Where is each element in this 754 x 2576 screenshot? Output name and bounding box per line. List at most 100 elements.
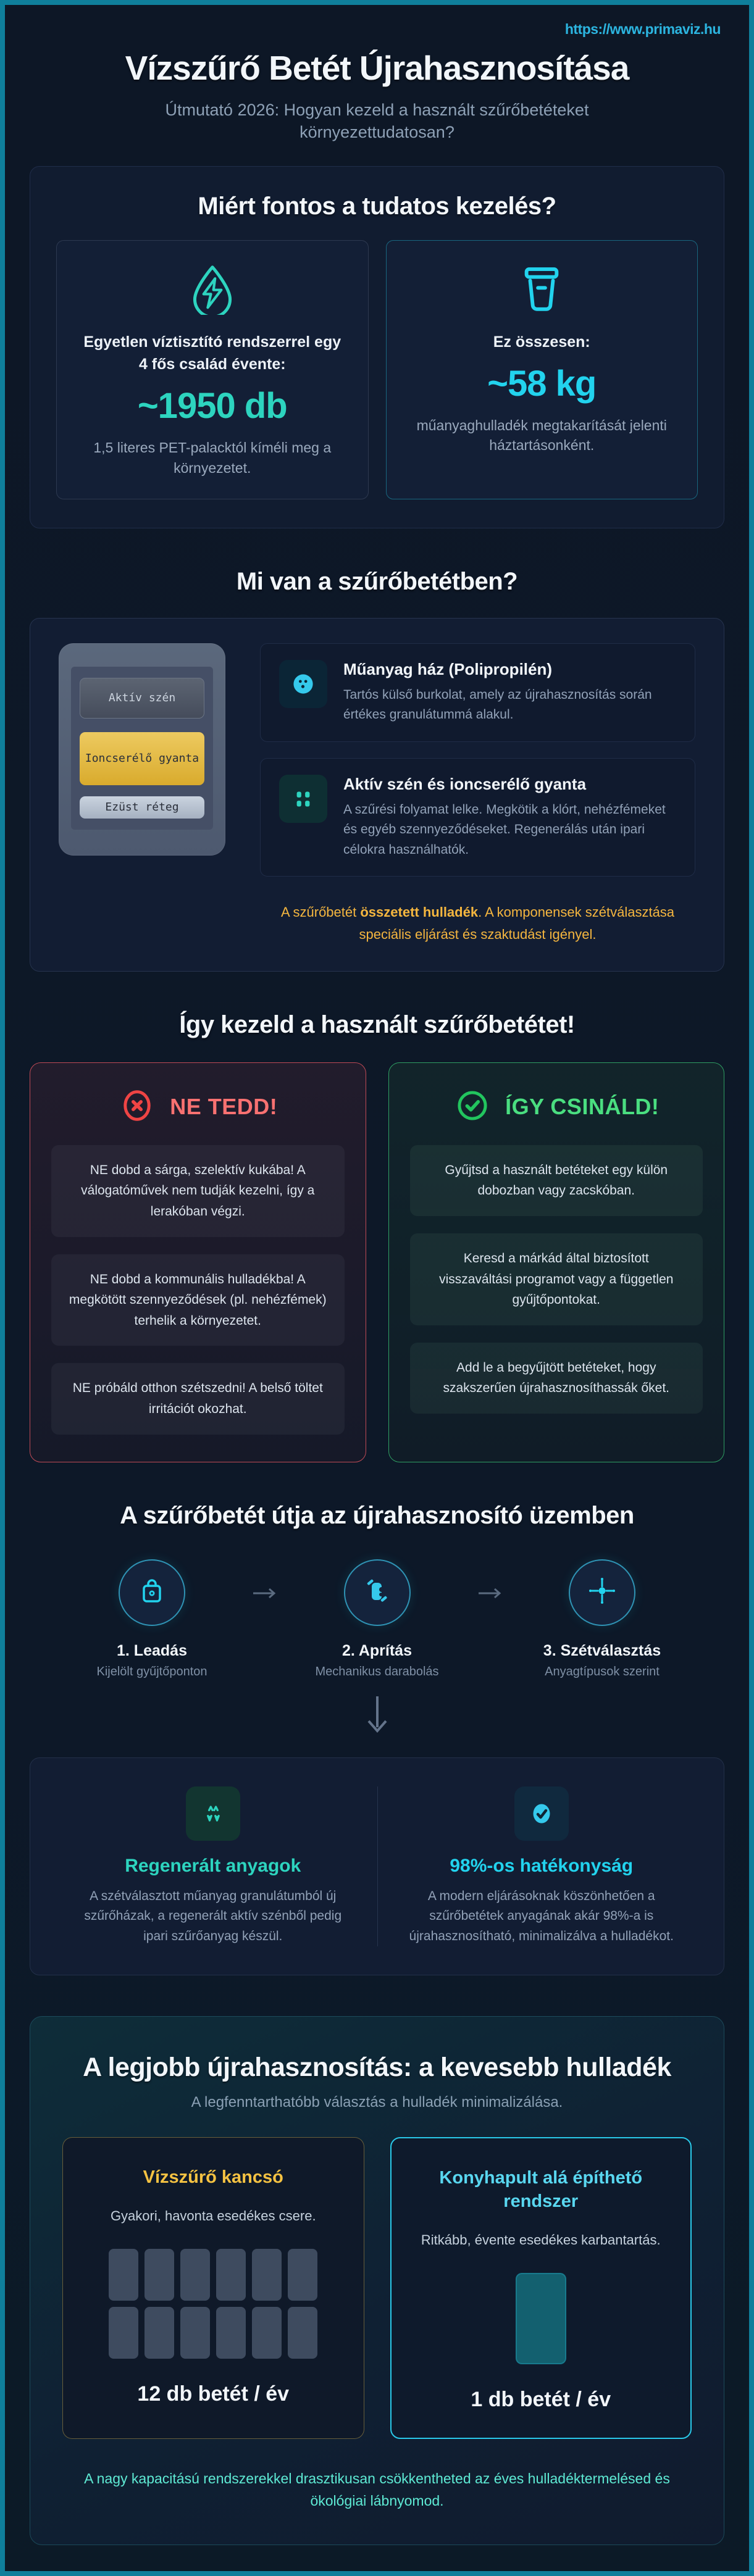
dont-item: NE dobd a sárga, szelektív kukába! A vál…: [51, 1144, 345, 1237]
cartridge-block: [109, 2248, 139, 2301]
dropoff-bag-icon: [136, 1575, 167, 1609]
result-regenerated: Regenerált anyagok A szétválasztott műan…: [49, 1786, 377, 1947]
do-item: Add le a begyűjtött betéteket, hogy szak…: [409, 1342, 703, 1414]
component-text: Műanyag ház (Polipropilén) Tartós külső …: [343, 660, 676, 725]
stat-lead: Egyetlen víztisztító rendszerrel egy 4 f…: [83, 333, 341, 373]
dont-header: NE TEDD!: [51, 1086, 345, 1128]
component-desc: Tartós külső burkolat, amely az újrahasz…: [343, 687, 652, 722]
do-item: Gyűjtsd a használt betéteket egy külön d…: [409, 1144, 703, 1217]
step-separation: 3. Szétválasztás Anyagtípusok szerint: [509, 1559, 695, 1679]
option-title: Konyhapult alá építhető rendszer: [439, 2168, 643, 2211]
layer-active-carbon: Aktív szén: [80, 677, 204, 719]
cartridge-block: [216, 2306, 246, 2359]
option-value: 1 db betét / év: [471, 2387, 611, 2411]
shredder-icon: [362, 1575, 393, 1609]
option-pitcher: Vízszűrő kancsó Gyakori, havonta esedéke…: [62, 2137, 364, 2439]
cartridge-block: [145, 2306, 175, 2359]
component-desc: A szűrési folyamat lelke. Megkötik a kló…: [343, 802, 666, 857]
comparison-grid: Vízszűrő kancsó Gyakori, havonta esedéke…: [62, 2137, 692, 2439]
section-best: A legjobb újrahasznosítás: a kevesebb hu…: [30, 2016, 724, 2546]
cartridge-block: [252, 2306, 282, 2359]
cartridge-block: [288, 2248, 318, 2301]
journey-steps: 1. Leadás Kijelölt gyűjtőponton: [59, 1559, 695, 1679]
trash-bin-icon: [409, 263, 676, 315]
cartridge-block: [180, 2248, 211, 2301]
option-desc: Ritkább, évente esedékes karbantartás.: [421, 2232, 661, 2248]
component-title: Aktív szén és ioncserélő gyanta: [343, 774, 587, 793]
dont-item: NE próbáld otthon szétszedni! A belső tö…: [51, 1363, 345, 1435]
dont-title: NE TEDD!: [170, 1094, 278, 1120]
water-drop-bolt-icon: [79, 263, 346, 315]
composite-waste-warning: A szűrőbetét összetett hulladék. A kompo…: [260, 901, 695, 944]
stat-value: ~58 kg: [487, 364, 597, 404]
x-circle-icon: [118, 1086, 156, 1128]
step-title: 3. Szétválasztás: [543, 1641, 661, 1659]
option-title: Vízszűrő kancsó: [143, 2167, 283, 2188]
section-why: Miért fontos a tudatos kezelés? Egyetlen…: [30, 165, 724, 528]
component-card-media: Aktív szén és ioncserélő gyanta A szűrés…: [260, 757, 695, 877]
result-title: Regenerált anyagok: [125, 1855, 301, 1876]
warning-text: A szűrőbetét: [280, 904, 361, 920]
check-badge-icon: [514, 1786, 569, 1841]
plastic-ball-icon: [279, 659, 327, 708]
warning-bold: összetett hulladék: [360, 904, 479, 920]
cartridge-block: [216, 2248, 246, 2301]
step-shredding: 2. Aprítás Mechanikus darabolás: [285, 1559, 470, 1679]
section-journey-title: A szűrőbetét útja az újrahasznosító üzem…: [120, 1501, 634, 1529]
component-text: Aktív szén és ioncserélő gyanta A szűrés…: [343, 775, 676, 861]
layer-ion-resin: Ioncserélő gyanta: [80, 732, 204, 785]
dont-card: NE TEDD! NE dobd a sárga, szelektív kuká…: [30, 1062, 366, 1462]
down-arrow-icon: [5, 1695, 749, 1736]
component-card-housing: Műanyag ház (Polipropilén) Tartós külső …: [260, 643, 695, 742]
step-circle: [569, 1559, 635, 1626]
right-arrow-icon: [252, 1586, 277, 1603]
site-url-link[interactable]: https://www.primaviz.hu: [564, 21, 721, 37]
best-footer-note: A nagy kapacitású rendszerekkel drasztik…: [84, 2470, 670, 2509]
regenerate-arrows-icon: [185, 1786, 240, 1841]
do-title: ÍGY CSINÁLD!: [505, 1094, 660, 1120]
journey-results: Regenerált anyagok A szétválasztott műan…: [30, 1757, 724, 1976]
step-title: 1. Leadás: [117, 1641, 187, 1659]
step-dropoff: 1. Leadás Kijelölt gyűjtőponton: [59, 1559, 245, 1679]
warning-text: . A komponensek szétválasztása speciális…: [359, 904, 675, 942]
granules-icon: [279, 774, 327, 823]
result-efficiency: 98%-os hatékonyság A modern eljárásoknak…: [377, 1786, 706, 1947]
section-inside: Aktív szén Ioncserélő gyanta Ezüst réteg…: [30, 617, 724, 972]
cartridge-block: [109, 2306, 139, 2359]
header: https://www.primaviz.hu Vízszűrő Betét Ú…: [5, 5, 749, 144]
dont-item: NE dobd a kommunális hulladékba! A megkö…: [51, 1254, 345, 1346]
stat-caption: műanyaghulladék megtakarítását jelenti h…: [416, 417, 667, 454]
option-desc: Gyakori, havonta esedékes csere.: [110, 2207, 316, 2224]
page-title: Vízszűrő Betét Újrahasznosítása: [125, 49, 630, 87]
check-circle-icon: [453, 1086, 492, 1128]
single-cartridge-block: [515, 2272, 566, 2364]
option-value: 12 db betét / év: [137, 2382, 290, 2406]
stat-lead: Ez összesen:: [493, 333, 590, 351]
best-subtitle: A legfenntarthatóbb választás a hulladék…: [191, 2094, 563, 2111]
result-desc: A modern eljárásoknak köszönhetően a szű…: [409, 1888, 674, 1943]
step-title: 2. Aprítás: [341, 1641, 412, 1659]
cartridge-block: [288, 2306, 318, 2359]
component-title: Műanyag ház (Polipropilén): [343, 659, 553, 678]
option-undersink: Konyhapult alá építhető rendszer Ritkább…: [390, 2137, 692, 2439]
result-title: 98%-os hatékonyság: [450, 1855, 634, 1876]
right-arrow-icon: [477, 1586, 502, 1603]
dodont-grid: NE TEDD! NE dobd a sárga, szelektív kuká…: [30, 1062, 724, 1462]
step-sub: Kijelölt gyűjtőponton: [96, 1664, 207, 1678]
do-header: ÍGY CSINÁLD!: [410, 1086, 703, 1128]
section-why-title: Miért fontos a tudatos kezelés?: [198, 192, 556, 220]
stat-value: ~1950 db: [137, 386, 288, 427]
components-column: Műanyag ház (Polipropilén) Tartós külső …: [260, 643, 695, 945]
step-circle: [119, 1559, 185, 1626]
page-subtitle: Útmutató 2026: Hogyan kezeld a használt …: [165, 101, 589, 142]
stat-caption: 1,5 literes PET-palacktól kíméli meg a k…: [93, 440, 332, 476]
cartridge-block: [180, 2306, 211, 2359]
result-desc: A szétválasztott műanyag granulátumból ú…: [84, 1888, 342, 1943]
cartridge-blocks-grid: [84, 2248, 343, 2359]
do-card: ÍGY CSINÁLD! Gyűjtsd a használt betéteke…: [388, 1062, 724, 1462]
section-handle-title: Így kezeld a használt szűrőbetétet!: [179, 1011, 575, 1038]
step-circle: [343, 1559, 411, 1626]
filter-cartridge-diagram: Aktív szén Ioncserélő gyanta Ezüst réteg: [59, 643, 225, 856]
best-title: A legjobb újrahasznosítás: a kevesebb hu…: [83, 2053, 671, 2083]
layer-silver: Ezüst réteg: [80, 796, 204, 819]
